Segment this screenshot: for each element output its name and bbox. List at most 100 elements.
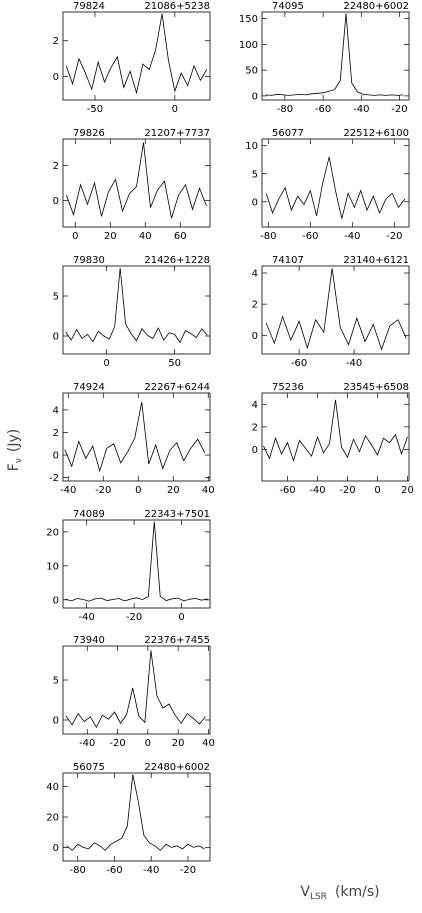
x-tick-label: 20 [401, 485, 414, 496]
x-tick-label: -60 [279, 485, 295, 496]
panel-subtitle: 23140+6121 [343, 255, 409, 266]
x-tick-label: -40 [309, 485, 325, 496]
panel-title: 74924 [73, 382, 105, 393]
y-tick-label: 5 [53, 676, 59, 687]
panel-frame [261, 265, 410, 355]
x-tick-label: -20 [109, 738, 125, 749]
spectrum-line [265, 268, 407, 351]
y-tick-label: 20 [46, 527, 59, 538]
panel-subtitle: 22267+6244 [144, 382, 210, 393]
panel: 74095 22480+6002 -80 -60 -40 -20 0 50 100 150 [239, 1, 410, 115]
x-tick-label: -40 [60, 485, 76, 496]
x-tick-label: 40 [139, 231, 152, 242]
panel-frame [62, 265, 211, 355]
x-tick-label: -20 [386, 231, 402, 242]
y-tick-label: 2 [53, 36, 59, 47]
x-tick-label: 0 [72, 231, 78, 242]
y-tick-label: 4 [252, 400, 258, 411]
x-tick-label: 40 [202, 738, 215, 749]
panel-subtitle: 21207+7737 [144, 128, 210, 139]
panel-subtitle: 21426+1228 [144, 255, 210, 266]
panel-subtitle: 22480+6002 [343, 1, 409, 12]
x-tick-label: 60 [174, 231, 187, 242]
y-tick-label: 0 [53, 595, 59, 606]
spectrum-line [263, 399, 408, 463]
x-label-unit: (km/s) [335, 884, 380, 900]
panel-frame [62, 772, 211, 862]
y-tick-label: 2 [252, 422, 258, 433]
y-tick-label: 0 [252, 445, 258, 456]
y-tick-label: 0 [53, 72, 59, 83]
panel-subtitle: 22343+7501 [144, 509, 210, 520]
x-tick-label: -60 [315, 104, 331, 115]
x-tick-label: -40 [143, 865, 159, 876]
panel-frame [261, 138, 410, 228]
y-tick-label: 40 [46, 782, 59, 793]
spectrum-line [66, 142, 207, 219]
x-label-main: V [300, 884, 310, 900]
y-tick-label: 2 [53, 161, 59, 172]
x-tick-label: -40 [353, 104, 369, 115]
y-tick-label: 0 [53, 843, 59, 854]
y-tick-label: 4 [252, 269, 258, 280]
spectrum-line [265, 156, 406, 219]
y-tick-label: 20 [46, 813, 59, 824]
x-tick-label: -60 [106, 865, 122, 876]
panel-title: 73940 [73, 635, 105, 646]
x-tick-label: -40 [79, 612, 95, 623]
y-tick-label: 5 [53, 292, 59, 303]
panel-frame [62, 11, 211, 101]
panel-title: 74089 [73, 509, 105, 520]
x-tick-label: 50 [168, 358, 181, 369]
x-tick-label: 20 [172, 738, 185, 749]
x-tick-label: -20 [391, 104, 407, 115]
panel-frame [62, 392, 211, 482]
y-tick-label: 0 [252, 91, 258, 102]
x-tick-label: 0 [135, 485, 141, 496]
panel-frame [62, 138, 211, 228]
panel-title: 79824 [73, 1, 105, 12]
panel-subtitle: 22480+6002 [144, 762, 210, 773]
panel-frame [62, 519, 211, 609]
panel: 75236 23545+6508 -60 -40 -20 0 20 0 2 4 [252, 382, 414, 496]
x-tick-label: -80 [260, 231, 276, 242]
x-tick-label: -20 [180, 865, 196, 876]
x-tick-label: -40 [344, 231, 360, 242]
x-tick-label: 0 [145, 738, 151, 749]
y-tick-label: 0 [53, 332, 59, 343]
panel: 73940 22376+7455 -40 -20 0 20 40 0 5 [53, 635, 215, 749]
x-tick-label: 0 [374, 485, 380, 496]
x-tick-label: 0 [178, 612, 184, 623]
spectrum-line [65, 650, 206, 729]
panel: 74107 23140+6121 -60 -40 0 2 4 [252, 255, 410, 369]
panel-title: 75236 [272, 382, 304, 393]
panel-frame [261, 392, 410, 482]
panel-title: 74095 [272, 1, 304, 12]
x-tick-label: -40 [79, 738, 95, 749]
y-tick-label: 10 [46, 561, 59, 572]
panel-title: 79826 [73, 128, 105, 139]
x-tick-label: -20 [95, 485, 111, 496]
y-tick-label: 0 [53, 716, 59, 727]
y-tick-label: -2 [49, 473, 59, 484]
x-tick-label: -20 [126, 612, 142, 623]
y-tick-label: 5 [252, 169, 258, 180]
panel-frame [261, 11, 410, 101]
panel: 56075 22480+6002 -80 -60 -40 -20 0 20 40 [46, 762, 211, 876]
y-tick-label: 0 [252, 197, 258, 208]
x-tick-label: -50 [87, 104, 103, 115]
panel-subtitle: 22376+7455 [144, 635, 210, 646]
x-label-sub: LSR [310, 892, 327, 902]
panel: 74089 22343+7501 -40 -20 0 0 10 20 [46, 509, 211, 623]
panel-title: 79830 [73, 255, 105, 266]
spectrum-line [65, 267, 208, 344]
spectrum-line [66, 774, 205, 851]
panel-subtitle: 22512+6100 [343, 128, 409, 139]
spectrum-line [265, 13, 404, 96]
y-tick-label: 2 [252, 300, 258, 311]
y-tick-label: 0 [252, 331, 258, 342]
x-tick-label: 40 [202, 485, 215, 496]
x-tick-label: -80 [70, 865, 86, 876]
x-tick-label: 20 [167, 485, 180, 496]
